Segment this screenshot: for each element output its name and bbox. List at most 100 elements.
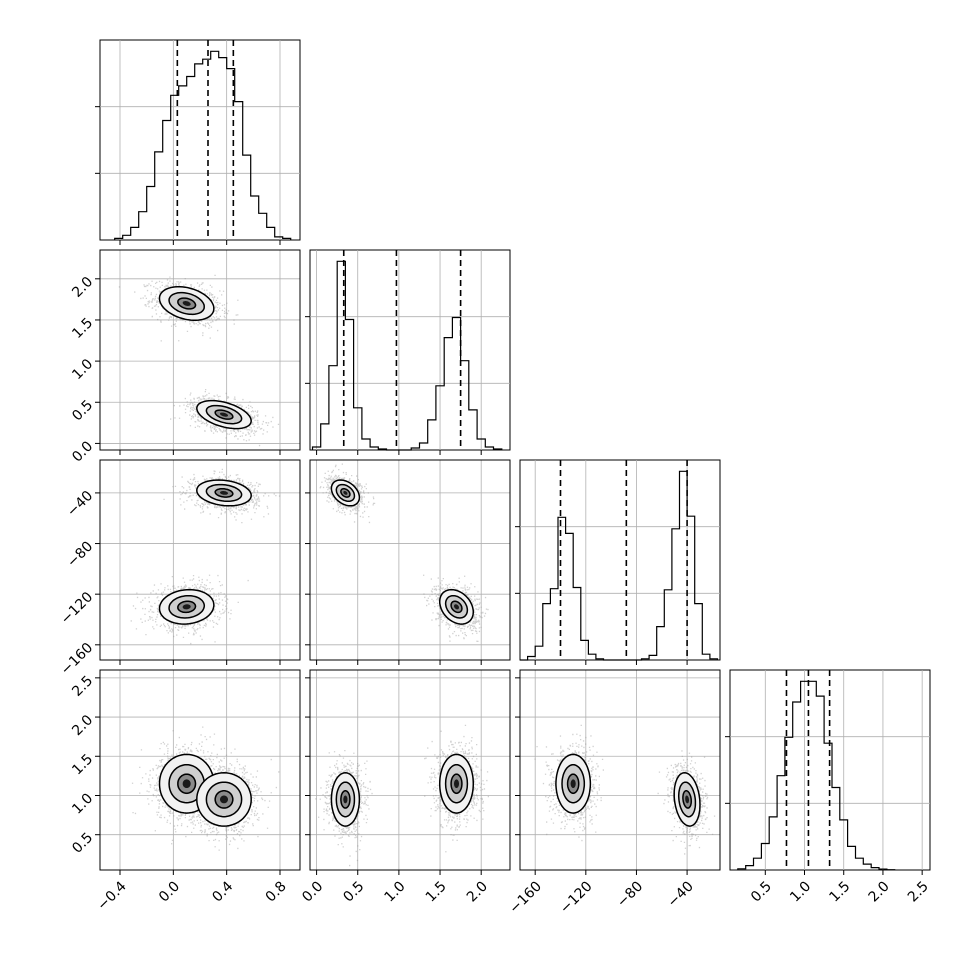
- y-tick-label: 0.5: [69, 397, 96, 424]
- panel-contents: [100, 460, 300, 660]
- contour-line: [205, 404, 243, 425]
- contour-line: [168, 763, 206, 804]
- y-tick-label: −80: [64, 539, 96, 571]
- density-fill: [343, 491, 348, 495]
- histogram-step-line: [311, 260, 503, 451]
- scatter-panel-3-1: [305, 669, 511, 875]
- y-tick-label: −40: [64, 488, 96, 520]
- contour-line: [682, 790, 693, 809]
- x-tick-label: −80: [614, 878, 646, 910]
- contour-line: [177, 600, 197, 614]
- contour-line: [196, 479, 252, 507]
- y-tick-label: −120: [58, 589, 97, 628]
- contour-line: [330, 479, 361, 507]
- contour-line: [177, 773, 197, 794]
- contour-line: [438, 753, 475, 814]
- x-tick-label: 1.0: [382, 878, 409, 905]
- x-tick-label: 1.0: [787, 878, 814, 905]
- contour-line: [196, 399, 252, 430]
- x-tick-label: 2.5: [905, 878, 932, 905]
- contour-line: [438, 588, 475, 625]
- x-tick-label: −120: [557, 878, 596, 917]
- x-tick-label: 0.5: [340, 878, 367, 905]
- axes-frame: [99, 459, 301, 661]
- contour-line: [196, 771, 252, 827]
- histogram-step-line: [114, 50, 292, 240]
- contour-line: [566, 773, 580, 794]
- y-tick-label: 2.0: [69, 712, 96, 739]
- contour-line: [444, 763, 469, 804]
- hist-panel-0: [95, 39, 301, 245]
- x-tick-label: −40: [665, 878, 697, 910]
- y-tick-label: −160: [58, 640, 97, 679]
- scatter-panel-3-2: [515, 669, 721, 875]
- contour-line: [450, 600, 463, 614]
- density-fill: [343, 795, 348, 804]
- hist-panel-2: [515, 459, 721, 665]
- x-tick-label: 1.5: [826, 878, 853, 905]
- contour-line: [214, 790, 234, 809]
- contour-line: [450, 773, 463, 794]
- y-tick-label: 2.5: [69, 673, 96, 700]
- contour-line: [561, 763, 586, 804]
- axes-frame: [99, 39, 301, 241]
- contour-line: [555, 753, 592, 814]
- contour-line: [335, 781, 356, 818]
- axes-frame: [519, 459, 721, 661]
- axes-frame: [309, 249, 511, 451]
- hist-panel-3: [725, 669, 931, 875]
- x-tick-label: 0.0: [299, 878, 326, 905]
- contour-line: [335, 483, 356, 503]
- contour-line: [673, 771, 701, 827]
- density-fill: [182, 301, 191, 306]
- x-tick-label: 0.8: [263, 878, 290, 905]
- density-fill: [685, 795, 689, 804]
- axes-frame: [519, 669, 721, 871]
- panel-contents: [520, 670, 720, 870]
- x-tick-label: −160: [506, 878, 545, 917]
- contour-line: [158, 588, 215, 625]
- contour-line: [444, 594, 469, 619]
- axes-frame: [99, 249, 301, 451]
- axes-frame: [309, 459, 511, 661]
- axes-frame: [309, 669, 511, 871]
- density-fill: [182, 779, 191, 788]
- contour-line: [168, 594, 206, 619]
- density-fill: [182, 604, 191, 610]
- histogram-step-line: [737, 680, 896, 871]
- contour-line: [214, 409, 234, 420]
- x-tick-label: 2.0: [464, 878, 491, 905]
- panel-contents: [100, 670, 300, 870]
- y-tick-label: 0.0: [69, 438, 96, 465]
- hist-panel-1: [305, 249, 511, 455]
- contour-line: [158, 753, 215, 814]
- y-tick-label: 1.0: [69, 790, 96, 817]
- density-fill: [220, 795, 228, 804]
- scatter-panel-3-0: [95, 669, 301, 875]
- x-tick-label: 0.4: [209, 878, 236, 905]
- contour-line: [205, 781, 243, 818]
- contour-line: [168, 291, 205, 316]
- density-fill: [454, 604, 459, 610]
- contour-line: [330, 771, 361, 827]
- x-tick-label: 0.5: [748, 878, 775, 905]
- scatter-panel-1-0: [95, 249, 301, 455]
- scatter-panel-2-0: [95, 459, 301, 665]
- density-fill: [454, 779, 459, 788]
- y-tick-label: 1.5: [69, 315, 96, 342]
- y-tick-label: 2.0: [69, 274, 96, 301]
- contour-line: [177, 297, 197, 310]
- panel-contents: [310, 670, 510, 870]
- x-tick-label: −0.4: [94, 878, 129, 913]
- panel-contents: [100, 250, 300, 450]
- scatter-panel-2-1: [305, 459, 511, 665]
- axes-frame: [99, 669, 301, 871]
- x-tick-label: 1.5: [423, 878, 450, 905]
- panel-contents: [310, 460, 510, 660]
- contour-line: [158, 285, 215, 322]
- x-tick-label: 2.0: [866, 878, 893, 905]
- density-fill: [220, 491, 228, 495]
- contour-line: [340, 487, 351, 498]
- x-tick-label: 0.0: [156, 878, 183, 905]
